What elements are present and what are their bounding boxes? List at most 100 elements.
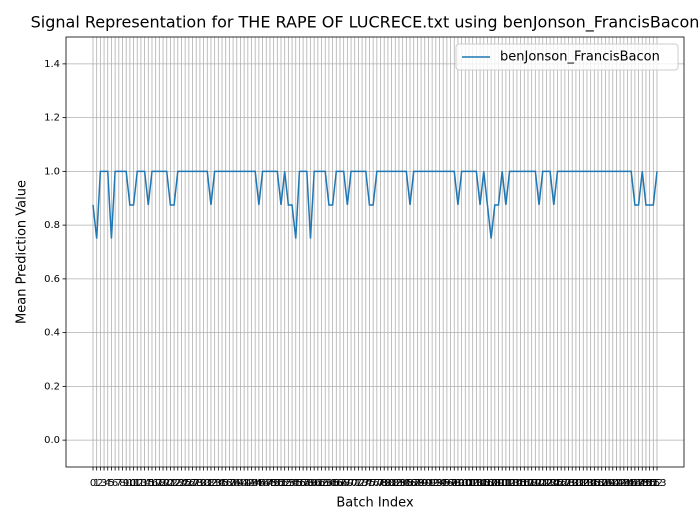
y-tick-label: 0.2 [44,381,60,392]
x-tick-label: 65 [326,478,339,489]
x-tick-label: 142 [607,478,626,489]
x-tick-label: 111 [493,478,512,489]
x-tick-label: 109 [485,478,504,489]
x-tick-label: 84 [396,478,409,489]
x-tick-label: 27 [186,478,199,489]
x-tick-label: 128 [555,478,574,489]
x-tick-label: 108 [482,478,501,489]
x-tick-label: 54 [286,478,299,489]
x-tick-label: 121 [529,478,548,489]
x-tick-label: 25 [179,478,192,489]
x-tick-label: 120 [526,478,545,489]
x-tick-label: 14 [138,478,151,489]
x-tick-label: 132 [570,478,589,489]
x-tick-label: 85 [400,478,413,489]
x-tick-label: 63 [319,478,332,489]
x-tick-label: 19 [157,478,170,489]
x-tick-label: 33 [208,478,221,489]
x-tick-label: 134 [577,478,596,489]
x-tick-label: 77 [370,478,383,489]
x-tick-label: 75 [363,478,376,489]
x-tick-label: 76 [367,478,380,489]
x-tick-label: 102 [459,478,478,489]
x-tick-label: 34 [212,478,225,489]
x-tick-label: 45 [253,478,266,489]
x-tick-label: 126 [548,478,567,489]
x-tick-label: 51 [275,478,288,489]
x-tick-label: 55 [289,478,302,489]
x-tick-label: 57 [297,478,310,489]
x-tick-label: 72 [352,478,365,489]
x-tick-label: 64 [323,478,336,489]
x-tick-label: 59 [304,478,317,489]
x-tick-label: 98 [448,478,461,489]
x-tick-label: 124 [541,478,560,489]
x-tick-label: 32 [205,478,218,489]
x-tick-label: 136 [585,478,604,489]
x-tick-label: 91 [422,478,435,489]
x-tick-label: 42 [241,478,254,489]
x-tick-label: 112 [496,478,515,489]
x-tick-label: 150 [636,478,655,489]
x-tick-label: 114 [504,478,523,489]
x-tick-label: 5 [108,478,114,489]
x-tick-label: 135 [581,478,600,489]
x-tick-label: 107 [478,478,497,489]
y-tick-label: 0.8 [44,220,60,231]
x-tick-label: 48 [264,478,277,489]
y-tick-label: 1.4 [44,59,60,70]
x-tick-label: 110 [489,478,508,489]
plot [92,170,658,239]
x-tick-label: 67 [334,478,347,489]
x-tick-label: 113 [500,478,519,489]
x-tick-label: 141 [603,478,622,489]
x-tick-label: 138 [592,478,611,489]
x-tick-label: 2 [97,478,103,489]
x-tick-label: 93 [429,478,442,489]
legend: benJonson_FrancisBacon [455,43,679,71]
x-tick-label: 99 [452,478,465,489]
x-axis-label: Batch Index [336,496,414,511]
x-tick-label: 74 [359,478,372,489]
x-tick-label: 147 [625,478,644,489]
x-tick-label: 36 [219,478,232,489]
x-tick-label: 140 [600,478,619,489]
x-tick-label: 23 [171,478,184,489]
y-tick-label: 1.0 [44,166,60,177]
x-tick-label: 58 [300,478,313,489]
x-tick-label: 104 [467,478,486,489]
x-tick-label: 151 [640,478,659,489]
x-tick-label: 21 [164,478,177,489]
x-tick-label: 8 [119,478,125,489]
y-tick-label: 0.6 [44,274,60,285]
x-tick-label: 56 [293,478,306,489]
x-tick-label: 95 [437,478,450,489]
ticks: 0.00.20.40.60.81.01.21.40123456789101112… [44,59,666,489]
x-tick-label: 31 [201,478,214,489]
x-tick-label: 66 [330,478,343,489]
x-tick-label: 28 [190,478,203,489]
x-tick-label: 137 [588,478,607,489]
x-tick-label: 89 [415,478,428,489]
x-tick-label: 130 [563,478,582,489]
x-tick-label: 1 [93,478,99,489]
x-tick-label: 7 [116,478,122,489]
x-tick-label: 83 [393,478,406,489]
x-tick-label: 80 [382,478,395,489]
x-tick-label: 49 [267,478,280,489]
grid [66,37,684,467]
x-tick-label: 133 [574,478,593,489]
x-tick-label: 62 [315,478,328,489]
x-tick-label: 70 [345,478,358,489]
x-tick-label: 37 [223,478,236,489]
x-tick-label: 13 [135,478,148,489]
x-tick-label: 35 [216,478,229,489]
x-tick-label: 50 [271,478,284,489]
x-tick-label: 94 [433,478,446,489]
x-tick-label: 118 [518,478,537,489]
y-tick-label: 0.0 [44,435,60,446]
x-tick-label: 0 [90,478,96,489]
x-tick-label: 39 [230,478,243,489]
y-tick-label: 0.4 [44,328,60,339]
